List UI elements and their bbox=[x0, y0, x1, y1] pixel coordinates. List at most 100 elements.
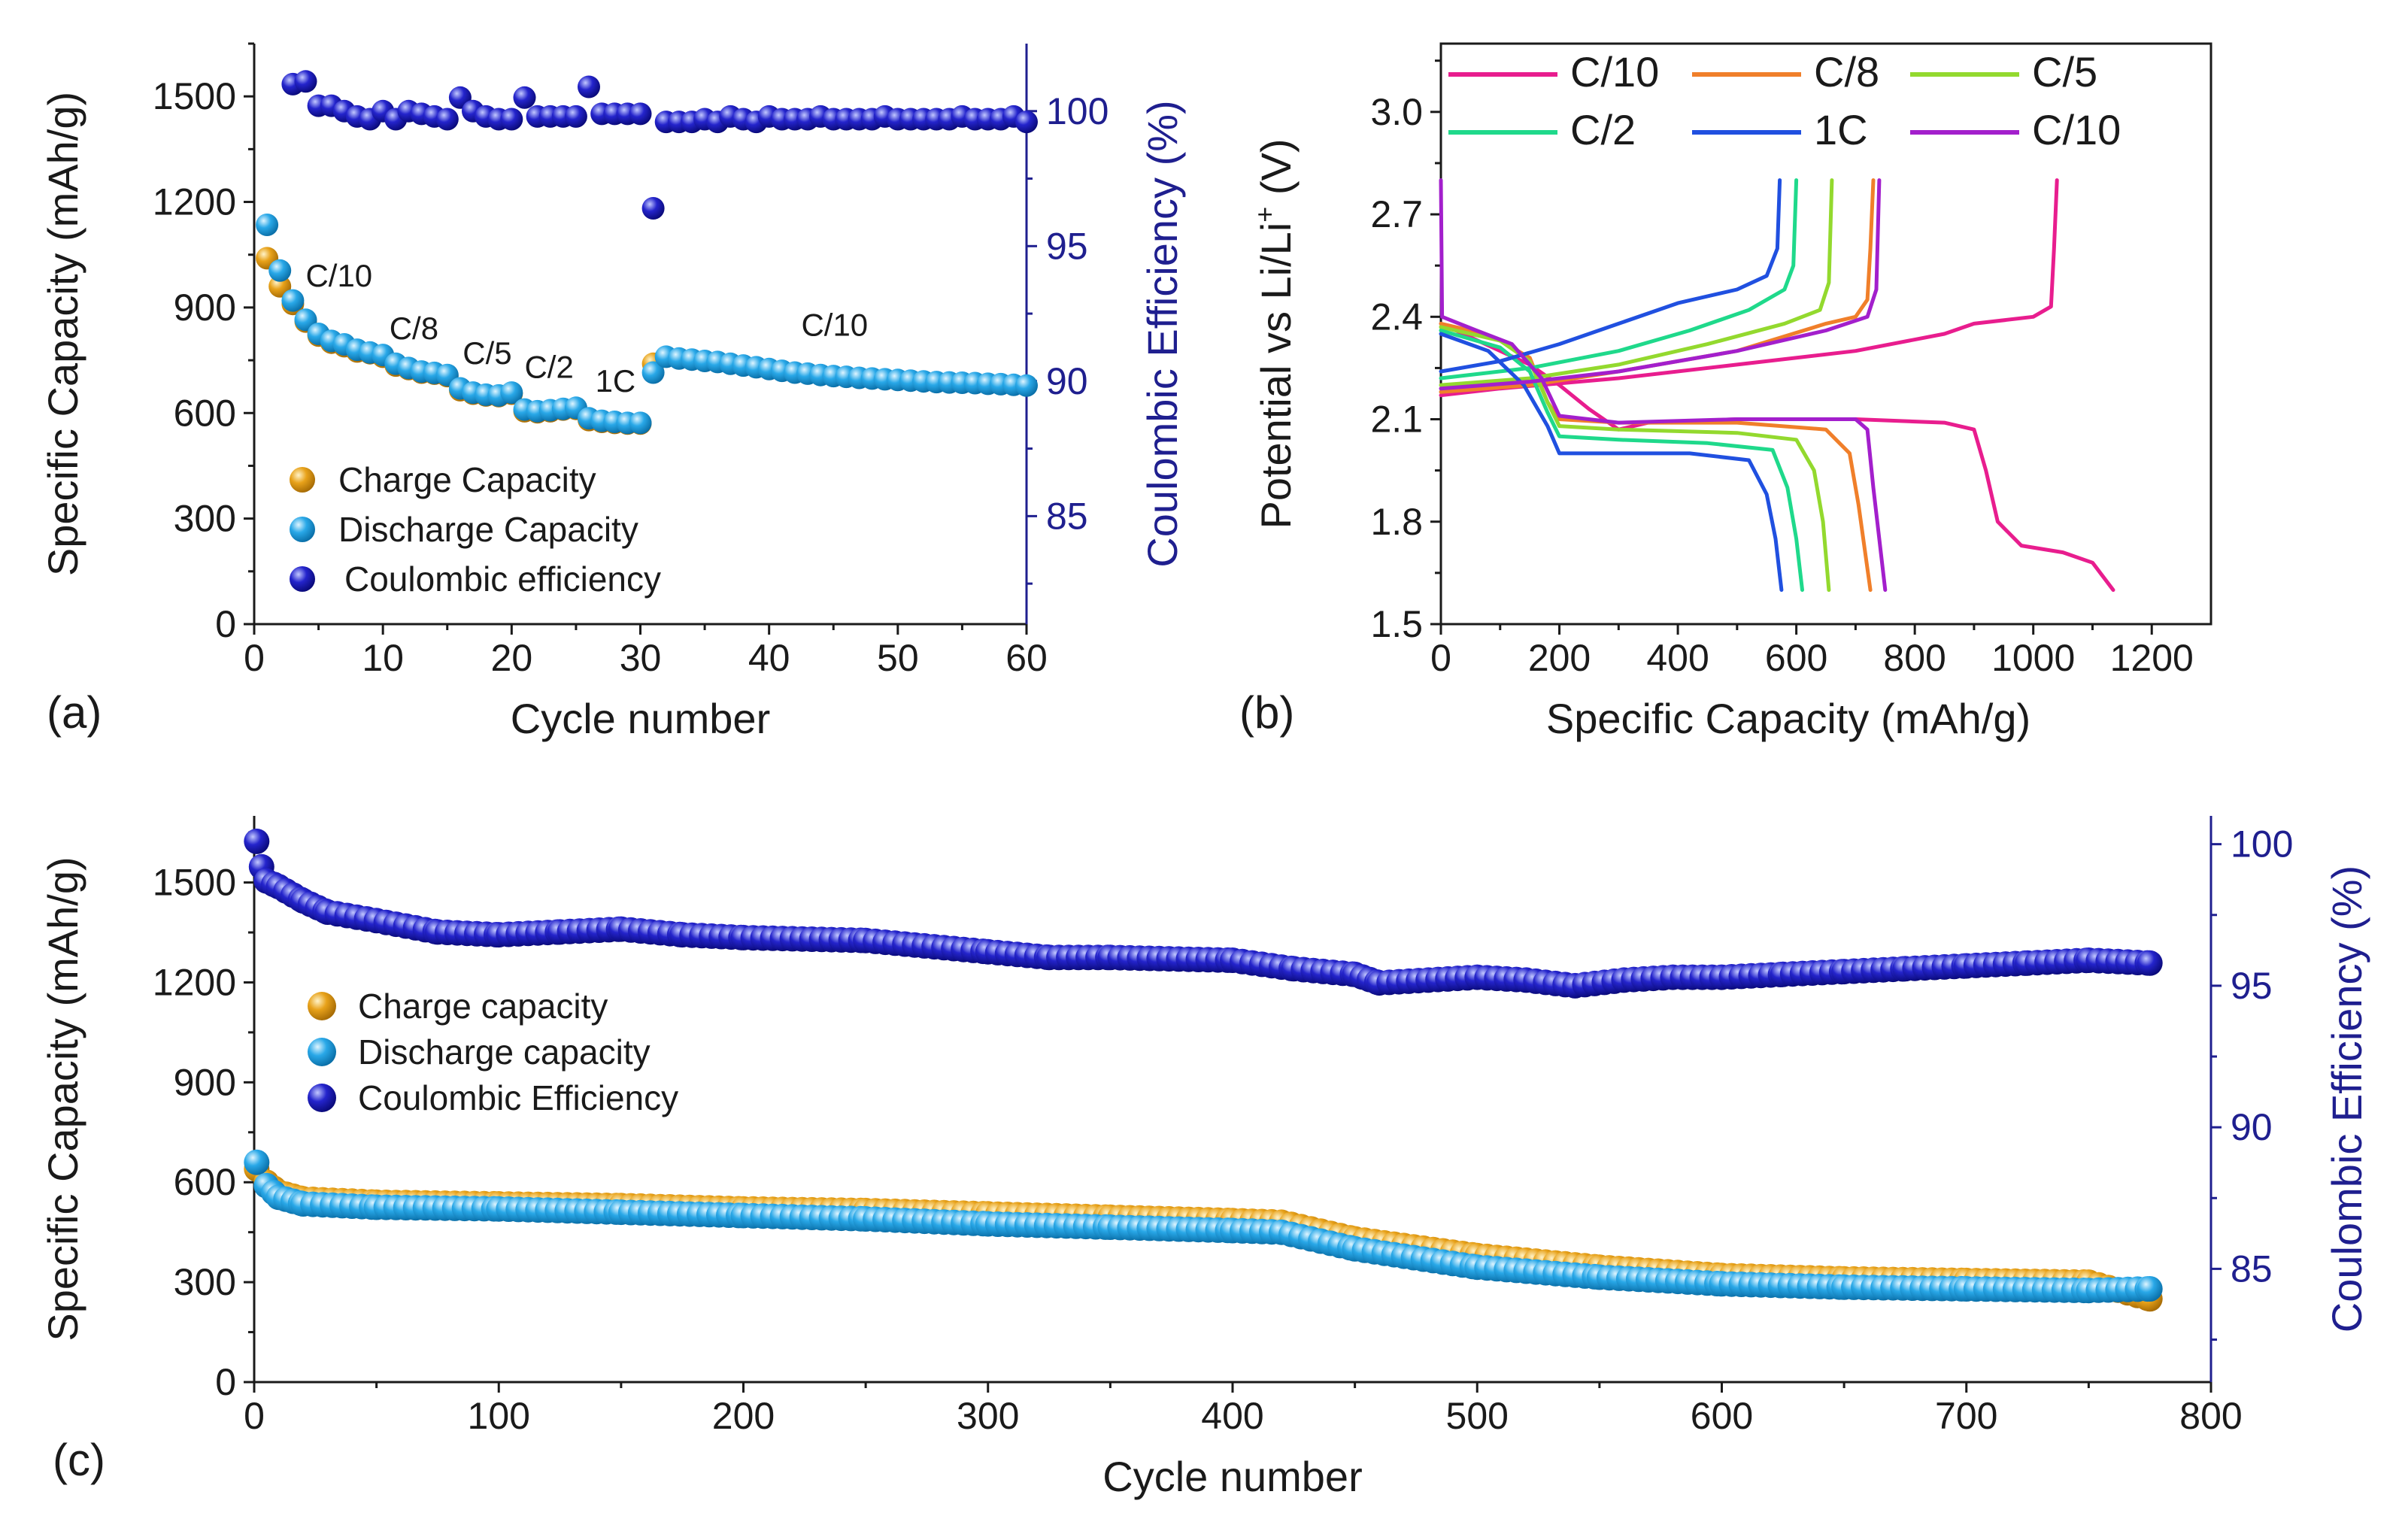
x-tick-label: 0 bbox=[244, 1395, 265, 1437]
x-tick-label: 100 bbox=[468, 1395, 530, 1437]
y2-tick-label: 85 bbox=[1046, 495, 1088, 537]
data-point bbox=[629, 102, 652, 126]
x-axis-title: Cycle number bbox=[511, 695, 770, 742]
x-tick-label: 300 bbox=[957, 1395, 1019, 1437]
legend-entry: Discharge Capacity bbox=[338, 510, 638, 549]
y-axis-title-main: Potential vs Li/Li bbox=[1252, 223, 1300, 529]
rate-label: 1C bbox=[596, 363, 636, 399]
panel-b: 0 200 400 600 800 1000 1200 1.5 1.8 2.1 2.4 2.7 3.0 S… bbox=[1239, 42, 2212, 742]
panel-c: 0 100 200 300 400 500 600 700 800 0 300 600 900 1200 1… bbox=[39, 816, 2370, 1500]
charge-curve bbox=[1439, 178, 2059, 398]
panel-label: (c) bbox=[53, 1435, 105, 1485]
y2-tick-label: 90 bbox=[1046, 360, 1088, 402]
data-point bbox=[641, 197, 665, 220]
data-point bbox=[564, 105, 587, 128]
y-axis-title-unit: (V) bbox=[1252, 138, 1300, 206]
data-point bbox=[435, 108, 459, 131]
data-point bbox=[1015, 111, 1038, 134]
data-point bbox=[256, 214, 279, 236]
charge-curve bbox=[1439, 178, 1834, 387]
data-point bbox=[268, 259, 292, 282]
panel-a: 0 10 20 30 40 50 60030060090012001500859095100… bbox=[39, 42, 1186, 742]
discharge-curve bbox=[1439, 332, 1784, 593]
y2-tick-label: 90 bbox=[2231, 1106, 2273, 1148]
discharge-curve bbox=[1439, 329, 1804, 593]
series-coulombic-efficiency bbox=[281, 70, 1038, 220]
discharge-curve bbox=[1439, 325, 1831, 593]
legend-entry: Coulombic efficiency bbox=[344, 559, 661, 599]
data-point bbox=[513, 86, 536, 109]
data-point bbox=[2137, 1276, 2163, 1302]
x-tick-label: 1000 bbox=[1991, 637, 2075, 679]
y-axis-title: Specific Capacity (mAh/g) bbox=[39, 92, 86, 576]
y-tick-label: 1500 bbox=[153, 862, 236, 904]
legend-marker bbox=[290, 566, 315, 592]
legend-marker bbox=[308, 1038, 336, 1066]
y-tick-label: 900 bbox=[174, 1061, 236, 1103]
y-tick-label: 1500 bbox=[153, 75, 236, 117]
y-tick-label: 0 bbox=[215, 603, 236, 645]
x-tick-label: 40 bbox=[748, 637, 790, 679]
y-tick-label: 2.7 bbox=[1370, 193, 1423, 235]
data-point bbox=[2137, 950, 2163, 976]
legend-entry: C/10 bbox=[1570, 48, 1659, 95]
data-point bbox=[1015, 374, 1038, 397]
x-tick-label: 400 bbox=[1201, 1395, 1263, 1437]
y-tick-label: 1.8 bbox=[1370, 501, 1423, 543]
charge-curve bbox=[1439, 178, 1882, 391]
y2-tick-label: 85 bbox=[2231, 1247, 2273, 1290]
charge-curve bbox=[1439, 178, 1799, 380]
y-tick-label: 1200 bbox=[153, 961, 236, 1003]
legend-entry: C/5 bbox=[2032, 48, 2097, 95]
panel-label: (a) bbox=[47, 687, 102, 738]
x-tick-label: 800 bbox=[1883, 637, 1946, 679]
legend: Charge Capacity Discharge Capacity Coulomb… bbox=[290, 460, 661, 599]
data-point bbox=[500, 108, 523, 131]
x-tick-label: 30 bbox=[620, 637, 662, 679]
legend-entry: C/10 bbox=[2032, 106, 2121, 153]
y-axis-title: Specific Capacity (mAh/g) bbox=[39, 856, 86, 1341]
legend-marker bbox=[308, 992, 336, 1020]
x-tick-label: 10 bbox=[362, 637, 404, 679]
x-tick-label: 200 bbox=[712, 1395, 775, 1437]
data-point bbox=[281, 289, 305, 312]
y2-tick-label: 100 bbox=[1046, 90, 1108, 132]
x-tick-label: 200 bbox=[1528, 637, 1591, 679]
rate-label: C/2 bbox=[524, 349, 573, 384]
rate-labels: C/10 C/8 C/5 C/2 1C C/10 bbox=[305, 258, 868, 399]
y2-tick-label: 100 bbox=[2231, 823, 2293, 865]
x-tick-label: 50 bbox=[877, 637, 919, 679]
legend-marker bbox=[290, 467, 315, 493]
charge-curve bbox=[1439, 178, 1876, 394]
legend-entry: Discharge capacity bbox=[358, 1032, 651, 1072]
legend-entry: C/8 bbox=[1814, 48, 1879, 95]
series-discharge-capacity bbox=[244, 1149, 2163, 1304]
x-axis-title: Cycle number bbox=[1102, 1453, 1362, 1500]
y-tick-label: 1200 bbox=[153, 181, 236, 223]
rate-label: C/10 bbox=[305, 258, 372, 293]
y-tick-label: 600 bbox=[174, 1161, 236, 1203]
y-tick-label: 0 bbox=[215, 1361, 236, 1403]
y-tick-label: 3.0 bbox=[1370, 91, 1423, 133]
rate-label: C/5 bbox=[463, 335, 511, 371]
legend-entry: Charge Capacity bbox=[338, 460, 596, 499]
x-tick-label: 800 bbox=[2179, 1395, 2242, 1437]
x-tick-label: 400 bbox=[1646, 637, 1709, 679]
y-tick-label: 900 bbox=[174, 286, 236, 329]
series-coulombic-efficiency bbox=[244, 828, 2163, 999]
charge-curve bbox=[1439, 178, 1782, 374]
legend-entry: 1C bbox=[1814, 106, 1868, 153]
y2-axis-title: Coulombic Efficiency (%) bbox=[1139, 100, 1186, 567]
legend-marker bbox=[290, 517, 315, 542]
y-axis-title-sup: + bbox=[1249, 207, 1280, 223]
y-tick-label: 600 bbox=[174, 392, 236, 434]
x-tick-label: 20 bbox=[491, 637, 533, 679]
x-tick-label: 500 bbox=[1446, 1395, 1509, 1437]
x-tick-label: 60 bbox=[1005, 637, 1048, 679]
legend-entry: C/2 bbox=[1570, 106, 1636, 153]
panel-label: (b) bbox=[1239, 687, 1294, 738]
y-tick-label: 2.4 bbox=[1370, 296, 1423, 338]
series-c-2-3 bbox=[1439, 178, 1804, 593]
data-point bbox=[641, 361, 665, 384]
